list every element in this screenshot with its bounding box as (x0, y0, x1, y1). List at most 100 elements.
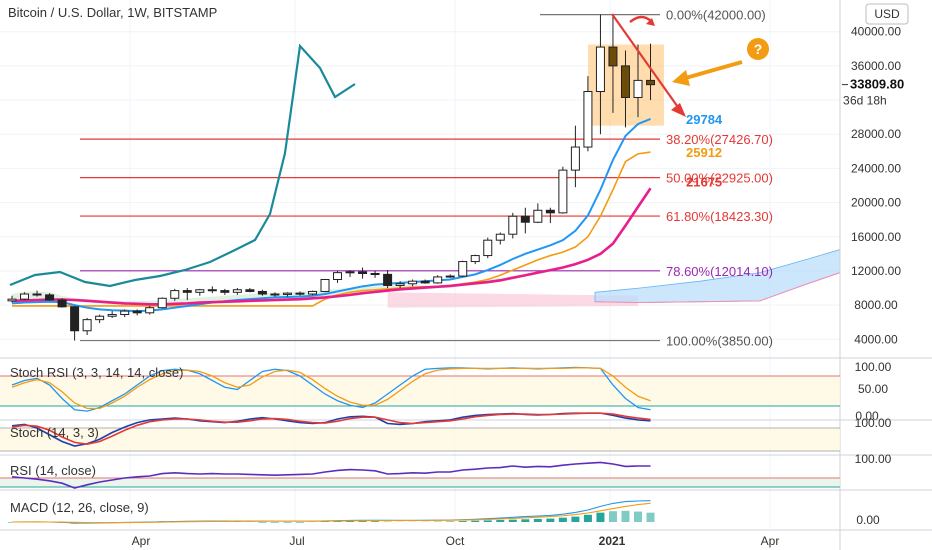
ma-pink-line (11, 187, 652, 306)
candle-body (157, 297, 167, 309)
current-price-label: 33809.80 (850, 77, 904, 92)
macd-hist-bar (596, 512, 605, 522)
candle-body (333, 272, 343, 280)
candle-body (595, 46, 605, 93)
macd-hist-bar (634, 511, 642, 522)
candle-body (445, 275, 455, 278)
candle-body (95, 315, 105, 321)
stoch-title: Stoch (14, 3, 3) (10, 425, 99, 440)
macd-hist-bar (571, 516, 580, 522)
time-tick-label: Apr (132, 534, 151, 548)
candle-body (70, 306, 80, 332)
rsi-pane: RSI (14, close) 100.00 (0, 452, 932, 489)
time-tick-label: Oct (446, 534, 465, 548)
teal-line (9, 43, 356, 288)
macd-hist-bar (533, 518, 542, 522)
candle-body (358, 271, 368, 275)
candle-body (82, 319, 92, 332)
candle-body (107, 314, 117, 317)
currency-button-label: USD (874, 7, 900, 21)
question-badge (747, 38, 769, 60)
candle-body (45, 294, 55, 301)
candle-body (633, 79, 643, 98)
rsi-line (11, 461, 651, 489)
candle-body (470, 255, 480, 263)
price-tick-label: 12000.00 (851, 264, 901, 278)
orange-arrow (681, 60, 743, 81)
stoch-rsi-tick: 50.00 (858, 382, 888, 396)
candle-body (20, 293, 30, 300)
macd-pane: MACD (12, 26, close, 9) 0.00 (0, 489, 932, 527)
macd-hist-bar (471, 520, 480, 522)
candle-body (32, 293, 42, 296)
candle-body (232, 289, 242, 293)
red-arrow-head (671, 103, 686, 117)
macd-hist-bar (358, 521, 367, 522)
candle-body (370, 273, 380, 276)
macd-hist-bar (521, 519, 530, 522)
candle-body (345, 271, 355, 274)
price-tick-label: 28000.00 (851, 127, 901, 141)
macd-hist-bar (496, 520, 505, 522)
currency-button[interactable]: USD (865, 3, 909, 25)
stoch-rsi-pane: Stoch RSI (3, 3, 14, 14, close) 100.00 50.… (0, 357, 932, 423)
macd-tick: 0.00 (856, 513, 880, 527)
macd-hist-bar (608, 511, 617, 522)
candle-body (483, 239, 493, 257)
stoch-rsi-tick: 100.00 (855, 360, 892, 374)
candle-body (295, 292, 305, 295)
fib-label: 61.80%(18423.30) (666, 209, 773, 224)
time-tick-label: 2021 (599, 534, 626, 548)
candle-body (182, 290, 192, 293)
macd-hist-bar (371, 521, 380, 522)
macd-hist-bar (508, 519, 517, 522)
stoch-tick: 100.00 (855, 416, 892, 430)
candle-body (458, 261, 468, 277)
candle-body (282, 292, 292, 295)
candle-body (420, 280, 430, 284)
candle-body (395, 283, 405, 286)
macd-hist-bar (483, 520, 492, 522)
price-tick-label: 4000.00 (854, 332, 898, 346)
candle-body (195, 289, 205, 293)
macd-hist-bar (458, 521, 467, 522)
candle-body (558, 169, 568, 214)
stoch-rsi-band (0, 376, 840, 406)
ma-value-label: 29784 (686, 112, 723, 127)
macd-hist-bar (270, 522, 279, 523)
candle-body (520, 215, 530, 223)
macd-hist-bar (258, 522, 267, 523)
price-axis: 40000.00 36000.00 28000.00 24000.00 20000.00… (842, 25, 924, 346)
candle-body (320, 278, 330, 292)
fib-label: 0.00%(42000.00) (666, 8, 766, 23)
stoch-rsi-title: Stoch RSI (3, 3, 14, 14, close) (10, 365, 183, 380)
macd-hist-bar (295, 522, 304, 523)
candle-body (220, 290, 230, 293)
candle-body (245, 289, 255, 292)
candle-body (583, 91, 593, 148)
candles (7, 14, 656, 341)
curved-arrow-head (646, 18, 655, 26)
candle-body (7, 298, 17, 302)
fib-label: 78.60%(12014.10) (666, 264, 773, 279)
macd-hist-bar (558, 517, 567, 522)
candle-body (120, 310, 130, 316)
fib-label: 50.00%(22925.00) (666, 171, 773, 186)
candle-body (307, 290, 317, 295)
time-tick-label: Jul (289, 534, 304, 548)
macd-hist-bar (646, 512, 655, 522)
macd-signal-line (12, 502, 651, 524)
candle-body (433, 276, 443, 284)
moving-averages: 29784 25912 21675 (11, 112, 723, 313)
annotations: ? (611, 13, 769, 117)
candle-body (145, 307, 155, 314)
stoch-rsi-d (11, 367, 651, 410)
candle-body (270, 293, 280, 296)
candle-body (408, 280, 418, 285)
partial-tick-label: 3 (843, 94, 850, 108)
price-tick-label: 36000.00 (851, 59, 901, 73)
fib-label: 38.20%(27426.70) (666, 132, 773, 147)
ma-value-label: 25912 (686, 145, 722, 160)
candle-body (533, 209, 543, 223)
